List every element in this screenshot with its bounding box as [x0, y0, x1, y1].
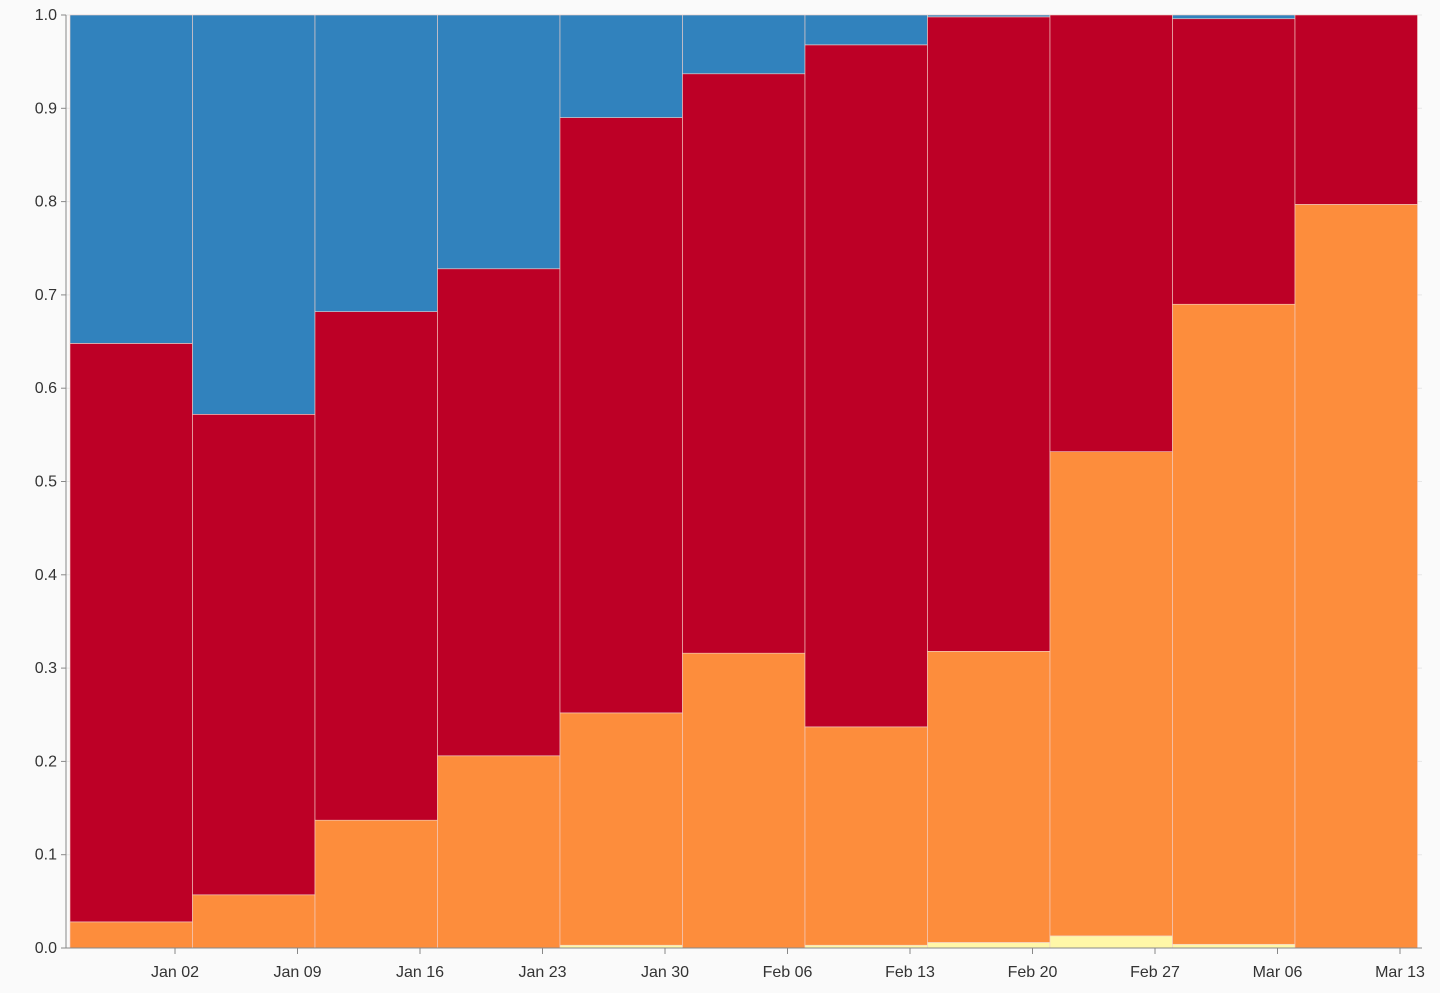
bar-segment [1049, 935, 1173, 949]
y-tick-label: 0.1 [35, 847, 57, 864]
x-tick-label: Feb 13 [885, 964, 935, 981]
bar-segment [682, 73, 806, 654]
y-tick-label: 0.5 [35, 474, 57, 491]
bar-segment [1172, 943, 1296, 949]
bar-segment [559, 14, 683, 118]
x-tick-label: Jan 23 [518, 964, 566, 981]
bar-segment [804, 44, 928, 728]
bar-segment [927, 14, 1051, 18]
x-tick-label: Feb 06 [763, 964, 813, 981]
bar-segment [559, 117, 683, 714]
bar-segment [1294, 204, 1418, 949]
y-tick-label: 0.7 [35, 287, 57, 304]
bar-segment [1172, 303, 1296, 945]
y-tick-label: 1.0 [35, 7, 57, 24]
x-tick-label: Feb 27 [1130, 964, 1180, 981]
bar-segment [69, 921, 193, 949]
bar-segment [314, 311, 438, 821]
bar-segment [682, 14, 806, 75]
bar-segment [927, 942, 1051, 949]
bar-segment [192, 414, 316, 896]
y-tick-label: 0.9 [35, 100, 57, 117]
bar-segment [437, 14, 561, 270]
bar-segment [192, 14, 316, 415]
y-tick-label: 0.6 [35, 380, 57, 397]
bar-segment [1049, 14, 1173, 452]
x-tick-label: Jan 09 [273, 964, 321, 981]
x-tick-label: Jan 16 [396, 964, 444, 981]
x-tick-label: Jan 02 [151, 964, 199, 981]
bar-segment [1049, 451, 1173, 937]
x-tick-label: Mar 06 [1253, 964, 1303, 981]
bar-segment [192, 894, 316, 949]
bar-segment [69, 14, 193, 344]
bar-segment [314, 14, 438, 312]
bar-segment [682, 652, 806, 949]
x-tick-label: Feb 20 [1008, 964, 1058, 981]
y-tick-label: 0.4 [35, 567, 57, 584]
y-axis: 0.0 0.1 0.2 0.3 0.4 0.5 0.6 0.7 0.8 0.9 1.0 [35, 7, 67, 957]
bar-segment [437, 268, 561, 757]
bar-segment [927, 651, 1051, 943]
bars [69, 14, 1418, 949]
x-axis: Jan 02 Jan 09 Jan 16 Jan 23 Jan 30 Feb 06 Feb … [66, 947, 1425, 981]
x-tick-label: Jan 30 [641, 964, 689, 981]
bar-segment [1172, 14, 1296, 20]
bar-segment [314, 819, 438, 949]
bar-segment [559, 712, 683, 946]
bar-segment [437, 755, 561, 949]
bar-segment [1294, 14, 1418, 205]
bar-segment [1172, 18, 1296, 305]
bar-segment [69, 343, 193, 923]
y-tick-label: 0.8 [35, 194, 57, 211]
y-tick-label: 0.0 [35, 940, 57, 957]
bar-segment [804, 14, 928, 46]
bar-segment [927, 16, 1051, 652]
y-tick-label: 0.3 [35, 660, 57, 677]
bar-segment [804, 726, 928, 946]
x-tick-label: Mar 13 [1375, 964, 1425, 981]
y-tick-label: 0.2 [35, 753, 57, 770]
